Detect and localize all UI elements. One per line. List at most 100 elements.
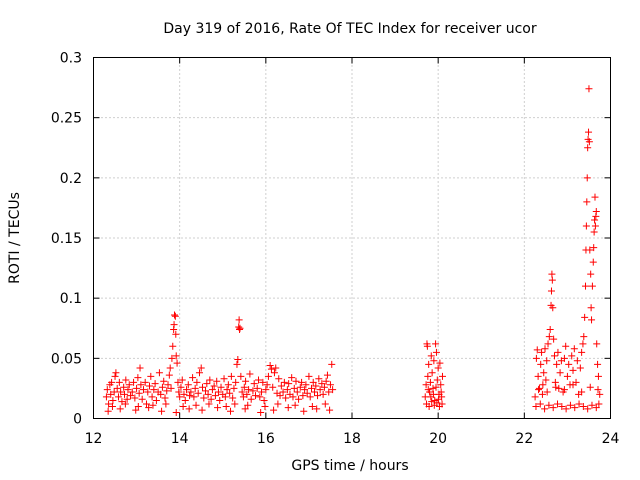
data-point xyxy=(592,208,600,216)
data-point xyxy=(210,382,218,390)
y-tick-label: 0.1 xyxy=(60,291,82,307)
data-point xyxy=(144,388,152,396)
data-point xyxy=(190,393,198,401)
data-point xyxy=(180,390,188,398)
data-point xyxy=(223,386,231,394)
data-point xyxy=(253,384,261,392)
data-point xyxy=(538,348,546,356)
data-point xyxy=(593,340,601,348)
data-point xyxy=(110,388,118,396)
data-point xyxy=(540,369,548,377)
data-point xyxy=(202,387,210,395)
data-point xyxy=(546,325,554,333)
data-point xyxy=(437,388,445,396)
data-point xyxy=(116,405,124,413)
x-axis-label: GPS time / hours xyxy=(291,458,408,474)
data-point xyxy=(176,393,184,401)
data-point xyxy=(554,400,562,408)
data-point xyxy=(213,377,221,385)
data-point xyxy=(538,390,546,398)
x-tick-label: 24 xyxy=(602,431,620,447)
data-point xyxy=(264,372,272,380)
data-point xyxy=(220,375,228,383)
data-point xyxy=(437,381,445,389)
data-point xyxy=(584,144,592,152)
data-point xyxy=(235,316,243,324)
data-point xyxy=(226,389,234,397)
data-point xyxy=(102,393,110,401)
data-point xyxy=(536,400,544,408)
data-point xyxy=(224,381,232,389)
data-point xyxy=(150,386,158,394)
data-point xyxy=(556,369,564,377)
data-point xyxy=(312,382,320,390)
data-point xyxy=(270,369,278,377)
data-point xyxy=(426,378,434,386)
data-point xyxy=(295,395,303,403)
data-point xyxy=(174,378,182,386)
data-point xyxy=(227,372,235,380)
data-point xyxy=(302,381,310,389)
data-point xyxy=(290,384,298,392)
data-point xyxy=(170,321,178,329)
data-point xyxy=(221,393,229,401)
data-point xyxy=(596,390,604,398)
data-point xyxy=(137,381,145,389)
data-point xyxy=(231,400,239,408)
data-point xyxy=(241,405,249,413)
data-point xyxy=(169,342,177,350)
data-point xyxy=(114,393,122,401)
data-point xyxy=(267,365,275,373)
data-point xyxy=(545,333,553,341)
data-point xyxy=(128,388,136,396)
data-point xyxy=(438,372,446,380)
data-point xyxy=(203,380,211,388)
data-point xyxy=(152,396,160,404)
data-point xyxy=(179,402,187,410)
data-point xyxy=(258,388,266,396)
data-point xyxy=(198,406,206,414)
data-point xyxy=(423,342,431,350)
data-point xyxy=(535,386,543,394)
data-point xyxy=(149,401,157,409)
data-point xyxy=(172,408,180,416)
y-axis-label: ROTI / TECUs xyxy=(7,192,23,284)
y-tick-label: 0.05 xyxy=(51,351,82,367)
data-point xyxy=(181,396,189,404)
data-point xyxy=(429,390,437,398)
data-point xyxy=(436,359,444,367)
data-point xyxy=(438,400,446,408)
chart-title: Day 319 of 2016, Rate Of TEC Index for r… xyxy=(163,21,537,37)
data-point xyxy=(138,395,146,403)
data-point xyxy=(560,386,568,394)
data-point xyxy=(125,381,133,389)
data-point xyxy=(579,340,587,348)
data-point xyxy=(183,386,191,394)
data-point xyxy=(191,384,199,392)
data-point xyxy=(158,407,166,415)
data-point xyxy=(429,384,437,392)
data-point xyxy=(301,386,309,394)
data-point xyxy=(594,360,602,368)
data-point xyxy=(172,330,180,338)
data-point xyxy=(247,395,255,403)
data-point xyxy=(266,362,274,370)
y-axis: 0 0.05 0.1 0.15 0.2 0.25 0.3 xyxy=(51,51,611,428)
data-point xyxy=(103,386,111,394)
data-point xyxy=(543,388,551,396)
data-point xyxy=(595,400,603,408)
x-tick-label: 18 xyxy=(343,431,361,447)
data-point xyxy=(563,372,571,380)
data-point xyxy=(164,381,172,389)
data-point xyxy=(309,378,317,386)
data-point xyxy=(185,405,193,413)
data-point xyxy=(177,383,185,391)
data-point xyxy=(262,386,270,394)
data-point xyxy=(158,383,166,391)
data-point xyxy=(261,402,269,410)
data-point xyxy=(558,402,566,410)
y-tick-label: 0.25 xyxy=(51,111,82,127)
data-point xyxy=(250,380,258,388)
data-point xyxy=(197,364,205,372)
data-point xyxy=(326,406,334,414)
